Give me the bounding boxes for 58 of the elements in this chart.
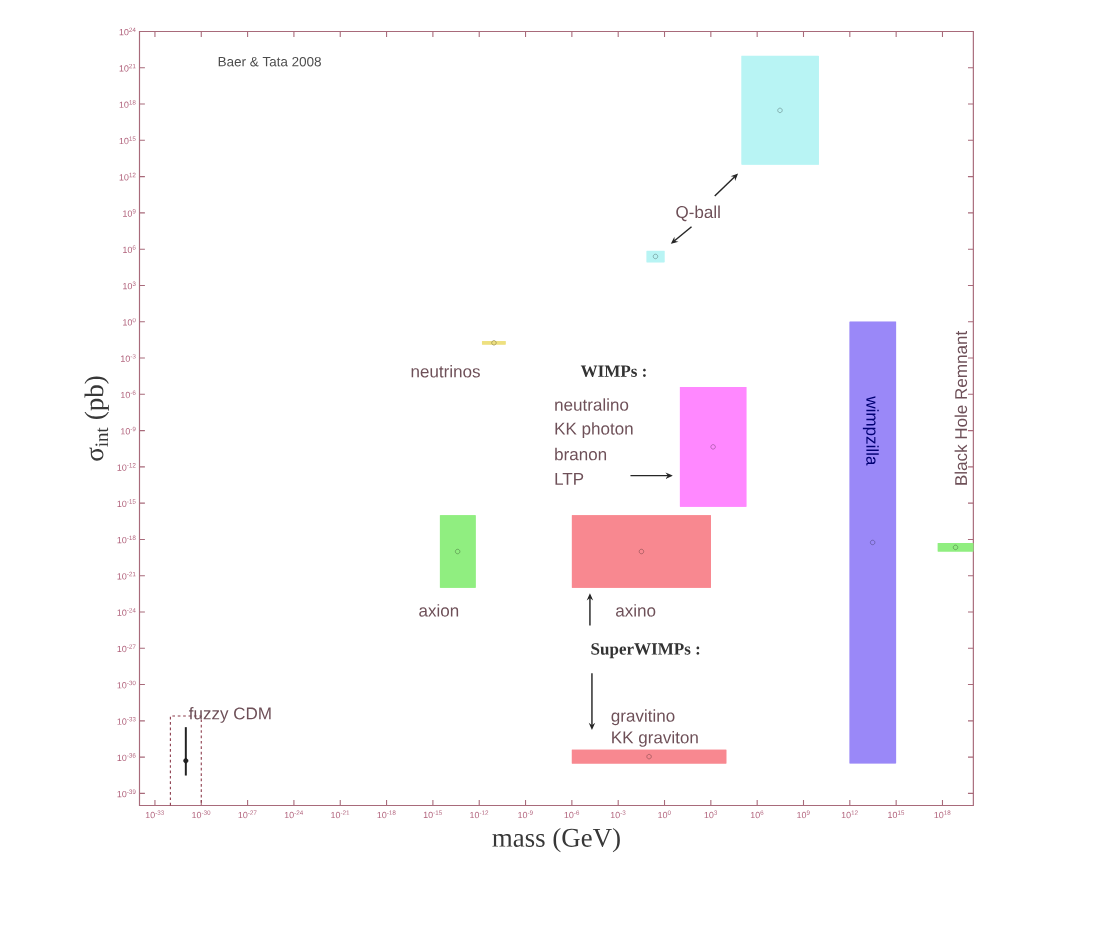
y-tick-label: 10$^{-24}$ <box>117 607 136 616</box>
annotation: fuzzy CDM <box>188 706 271 723</box>
annotation: axion <box>419 604 459 617</box>
annotation: Q-ball <box>676 205 720 221</box>
y-tick-label: 10$^{-27}$ <box>117 644 136 652</box>
y-tick-label: 10$^{0}$ <box>123 317 136 326</box>
y-tick-label: 10$^{12}$ <box>119 172 136 181</box>
annotation: Baer & Tata 2008 <box>218 56 321 67</box>
y-tick-label: 10$^{-21}$ <box>117 571 136 580</box>
y-tick-label: 10$^{-3}$ <box>121 353 136 362</box>
y-tick-label: 10$^{24}$ <box>119 27 136 36</box>
y-tick-label: 10$^{-39}$ <box>117 789 136 798</box>
y-tick-label: 10$^{6}$ <box>123 245 136 253</box>
y-tick-label: 10$^{-30}$ <box>117 680 136 689</box>
x-tick-label: 10$^{-18}$ <box>377 810 396 818</box>
y-tick-label: 10$^{-6}$ <box>121 390 136 398</box>
annotation: WIMPs : <box>580 365 646 377</box>
x-tick-label: 10$^{-15}$ <box>423 810 442 818</box>
annotation: Black Hole Remnant <box>954 330 968 485</box>
y-tick-label: 10$^{18}$ <box>119 100 136 108</box>
annotation: branon <box>555 447 607 461</box>
annotation: neutralino <box>555 398 629 411</box>
x-tick-label: 10$^{-12}$ <box>470 810 489 818</box>
annotation: LTP <box>555 472 584 485</box>
x-tick-label: 10$^{-33}$ <box>145 810 164 818</box>
annotation: KK graviton <box>612 730 698 747</box>
annotation: SuperWIMPs : <box>591 643 700 658</box>
annotation: neutrinos <box>411 364 480 378</box>
annotation: wimpzilla <box>862 396 879 466</box>
x-tick-label: 10$^{-21}$ <box>331 810 350 818</box>
y-tick-label: 10$^{15}$ <box>119 136 136 144</box>
y-tick-label: 10$^{-33}$ <box>117 716 136 725</box>
annotation: gravitino <box>611 709 675 726</box>
y-tick-label: 10$^{3}$ <box>123 281 136 290</box>
annotation: axino <box>616 604 656 617</box>
x-tick-label: 10$^{-3}$ <box>610 810 626 818</box>
y-tick-label: 10$^{9}$ <box>123 208 136 217</box>
x-tick-label: 10$^{18}$ <box>934 810 951 818</box>
annotation: KK photon <box>555 421 633 438</box>
x-tick-label: 10$^{12}$ <box>841 810 858 818</box>
x-tick-label: 10$^{15}$ <box>888 810 905 818</box>
x-tick-label: 10$^{9}$ <box>797 810 810 818</box>
y-tick-label: 10$^{21}$ <box>119 63 136 72</box>
y-tick-label: 10$^{-9}$ <box>121 426 136 435</box>
x-axis-title: mass (GeV) <box>492 827 620 853</box>
x-tick-label: 10$^{-6}$ <box>564 810 580 818</box>
x-tick-label: 10$^{-30}$ <box>192 810 211 818</box>
y-tick-label: 10$^{-15}$ <box>117 499 136 507</box>
y-tick-label: 10$^{-18}$ <box>117 535 136 544</box>
x-tick-label: 10$^{3}$ <box>704 810 718 818</box>
x-tick-label: 10$^{-9}$ <box>518 810 533 818</box>
x-tick-label: 10$^{-27}$ <box>238 810 257 818</box>
y-tick-label: 10$^{-36}$ <box>117 753 136 761</box>
x-tick-label: 10$^{0}$ <box>658 810 671 818</box>
y-axis-title: σ$_{int}$ (pb) <box>84 376 109 461</box>
y-tick-label: 10$^{-12}$ <box>117 462 136 471</box>
x-tick-label: 10$^{-24}$ <box>284 810 304 818</box>
x-tick-label: 10$^{6}$ <box>750 810 764 818</box>
